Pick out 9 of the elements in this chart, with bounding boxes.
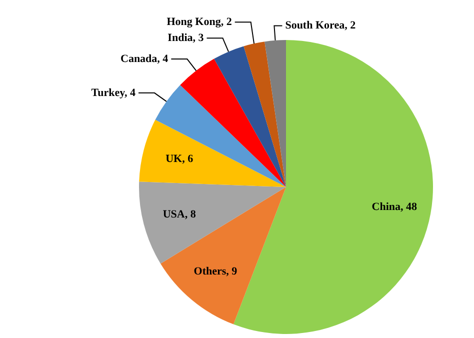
slice-label: South Korea, 2 — [285, 20, 356, 32]
slice-label: India, 3 — [168, 32, 204, 44]
slice-label: Hong Kong, 2 — [166, 16, 232, 28]
slice-label: Turkey, 4 — [91, 86, 136, 99]
slice-label: USA, 8 — [162, 208, 196, 221]
slice-label: China, 48 — [372, 200, 418, 213]
slice-label: Others, 9 — [194, 266, 238, 278]
slice-label: UK, 6 — [166, 152, 194, 165]
slice-label: Canada, 4 — [120, 52, 169, 65]
